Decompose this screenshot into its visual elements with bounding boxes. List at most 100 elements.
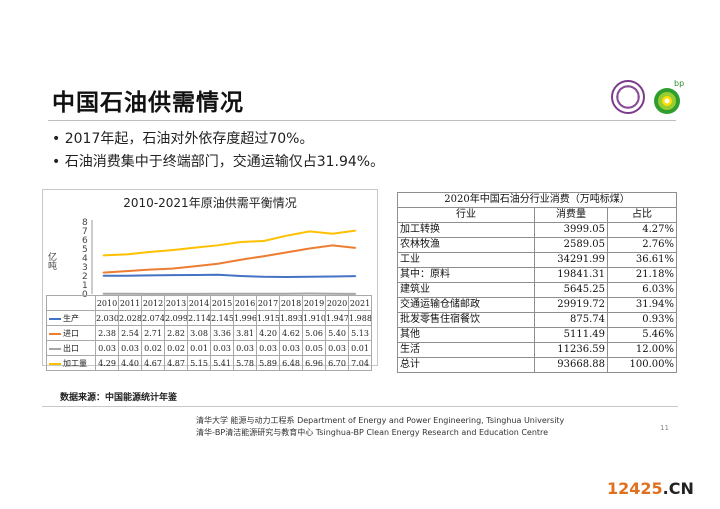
data-point [240,292,242,295]
share-value: 100.00% [607,357,677,373]
data-point [217,262,219,265]
data-label: 3.36 [210,325,234,341]
chart-title: 2010-2021年原油供需平衡情况 [123,196,297,210]
data-point [262,240,265,242]
series-line-0 [103,273,356,278]
table-corner [46,295,96,311]
x-tick-label: 2018 [279,295,303,311]
data-point [194,274,196,276]
consumption-value: 5111.49 [534,327,608,343]
data-point [331,244,334,247]
consumption-value: 875.74 [534,312,608,328]
data-point [217,273,219,276]
header-cell: 占比 [607,207,677,223]
consumption-value: 19841.31 [534,267,608,283]
data-label: 3.08 [187,325,211,341]
data-point [308,230,311,233]
table-caption: 2020年中国石油分行业消费（万吨标煤） [397,192,677,208]
data-point [331,232,334,235]
data-point [285,276,288,278]
data-point [102,271,105,274]
data-point [285,292,288,295]
share-value: 36.61% [607,252,677,268]
data-label: 5.41 [210,355,234,371]
data-label: 0.02 [141,340,165,356]
data-label: 0.03 [325,340,349,356]
data-point [194,265,196,268]
data-point [125,253,128,256]
watermark-suffix: .CN [662,479,694,498]
data-source: 数据来源：中国能源统计年鉴 [60,393,178,403]
table-row: 批发零售住宿餐饮 875.74 0.93% [397,312,677,328]
data-label: 2.099 [164,310,188,326]
bp-logo: bp [654,79,684,114]
data-label: 0.05 [302,340,326,356]
data-point [240,258,242,261]
legend-label: 加工量 [63,358,87,368]
table-row: 交通运输仓储邮政 29919.72 31.94% [397,297,677,313]
data-point [102,274,105,277]
x-tick-label: 2017 [256,295,280,311]
x-tick-label: 2016 [233,295,257,311]
x-tick-label: 2015 [210,295,234,311]
data-point [171,274,173,276]
data-label: 6.48 [279,355,303,371]
data-point [262,275,265,278]
sector-name: 工业 [397,252,535,268]
data-point [171,267,173,270]
data-label: 5.13 [348,325,372,341]
data-point [171,249,173,251]
bp-logo-text: bp [674,79,684,88]
x-tick-label: 2021 [348,295,372,311]
share-value: 21.18% [607,267,677,283]
data-point [125,292,128,295]
consumption-value: 93668.88 [534,357,608,373]
sector-name: 交通运输仓储邮政 [397,297,535,313]
sector-name: 生活 [397,342,535,358]
watermark: 12425.CN [607,479,694,498]
data-point [148,268,151,271]
data-label: 5.89 [256,355,280,371]
legend-entry: 出口 [46,340,96,356]
page-title: 中国石油供需情况 [52,90,244,116]
data-label: 1.996 [233,310,257,326]
table-row: 进口 2.38 2.54 2.71 2.82 3.08 3.36 3.81 4.20 4.62 5.… [46,325,372,341]
consumption-value: 29919.72 [534,297,608,313]
data-point [148,251,151,253]
y-tick-label: 6 [82,236,88,246]
y-tick-label: 2 [82,272,88,282]
data-label: 4.29 [95,355,119,371]
data-point [308,276,311,278]
sector-name: 加工转换 [397,222,535,238]
data-label: 6.70 [325,355,349,371]
data-point [354,293,357,295]
x-tick-label: 2020 [325,295,349,311]
footer-divider [42,406,678,407]
data-point [354,247,357,249]
data-label: 5.15 [187,355,211,371]
table-row: 生产 2.030 2.028 2.074 2.099 2.114 2.145 1.996 1.9… [46,310,372,326]
data-label: 4.40 [118,355,142,371]
data-label: 2.028 [118,310,142,326]
data-point [102,292,105,295]
legend-swatch [49,317,61,320]
series-line-1 [103,244,356,274]
legend-entry: 生产 [46,310,96,326]
sector-name: 建筑业 [397,282,535,298]
page-number: 11 [660,424,669,432]
y-tick-label: 4 [82,254,88,264]
data-point [308,292,311,295]
data-label: 5.40 [325,325,349,341]
data-label: 0.03 [233,340,257,356]
data-label: 2.71 [141,325,165,341]
data-label: 0.02 [164,340,188,356]
sector-name: 总计 [397,357,535,373]
legend-entry: 加工量 [46,355,96,371]
data-point [285,234,288,237]
table-row: 其他 5111.49 5.46% [397,327,677,343]
sector-name: 农林牧渔 [397,237,535,253]
y-tick-label: 3 [82,263,88,273]
legend-label: 出口 [63,343,79,353]
y-tick-label: 5 [82,245,88,255]
data-label: 0.03 [95,340,119,356]
